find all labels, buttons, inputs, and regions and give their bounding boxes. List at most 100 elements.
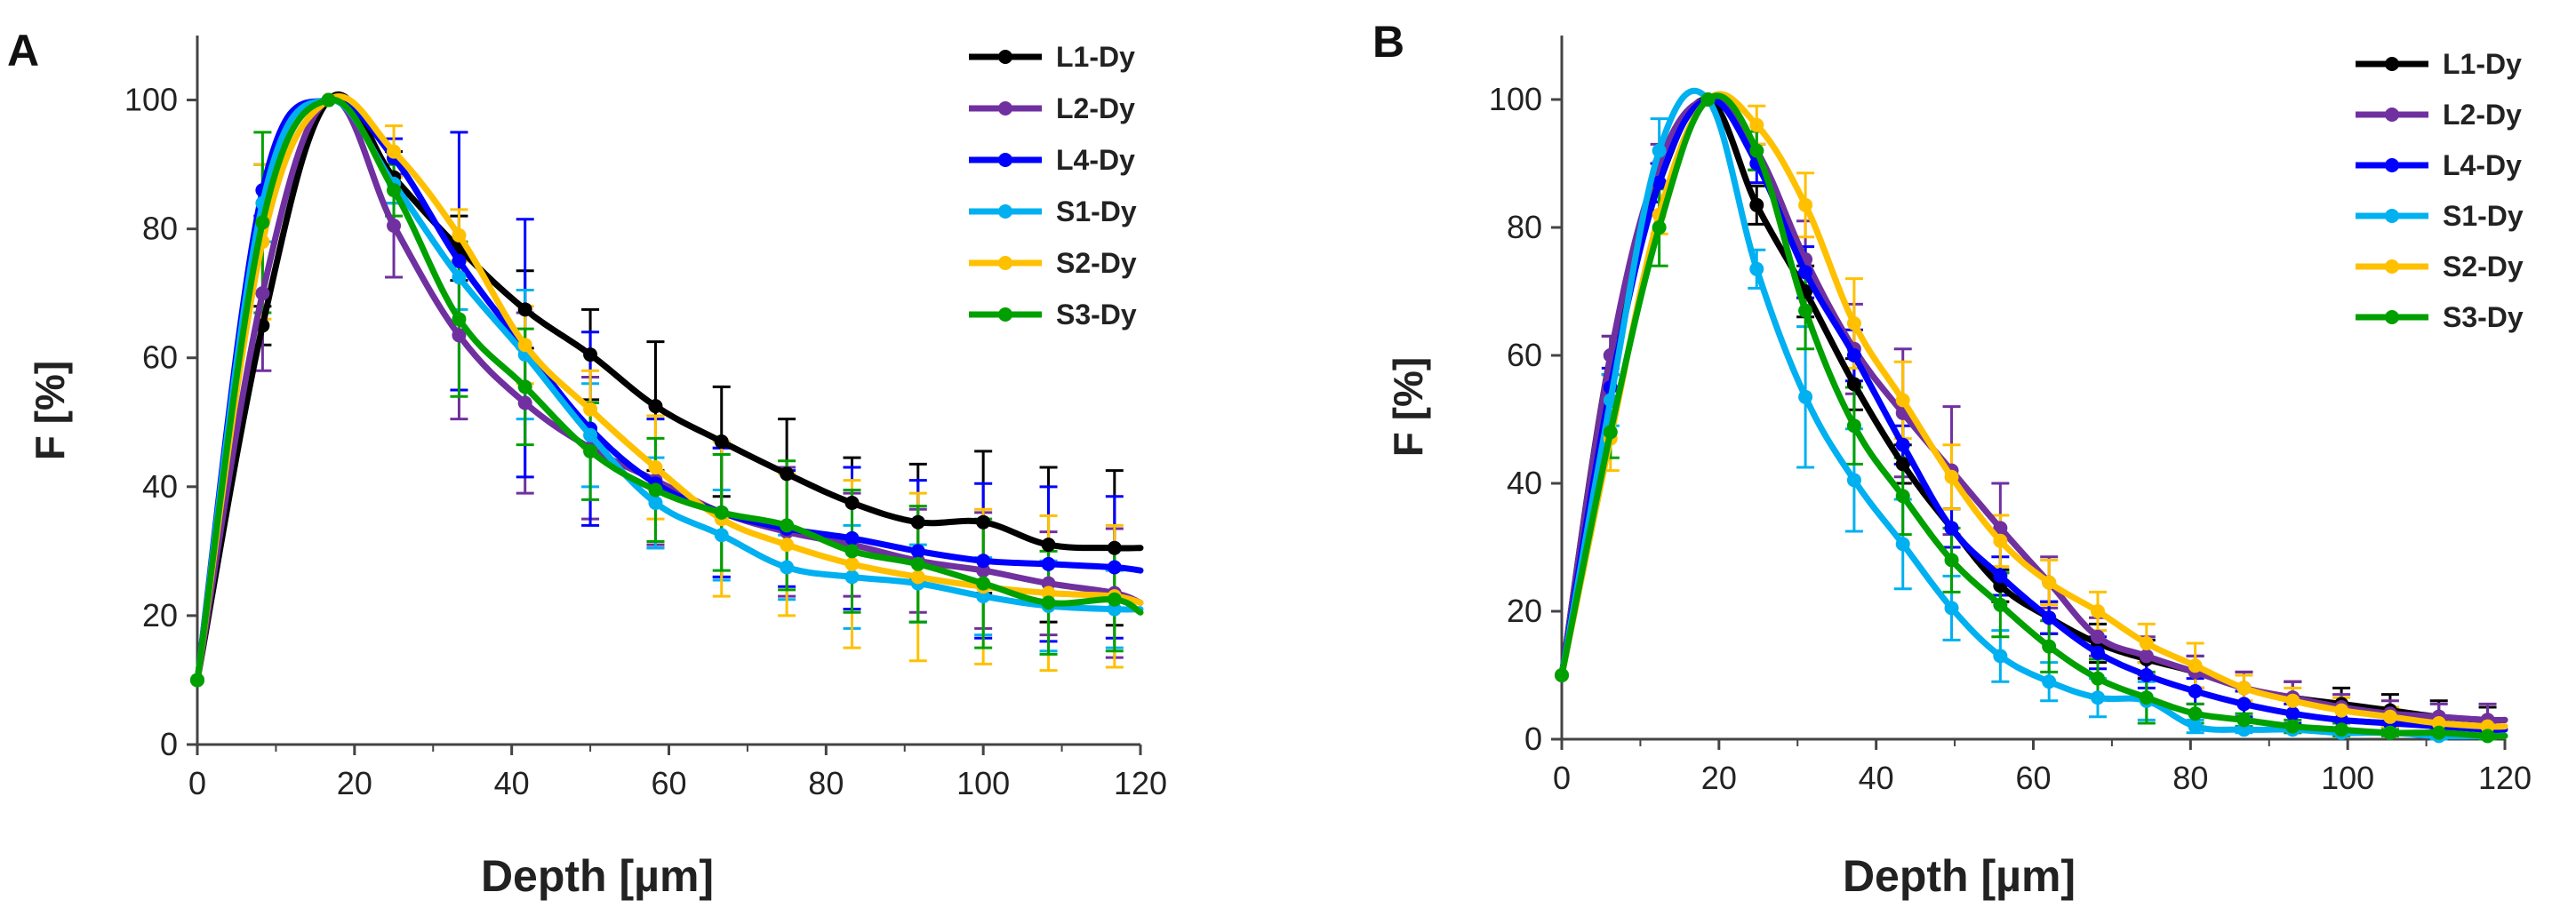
panel-a-y-tick-label: 40: [142, 468, 178, 505]
panel-a-s3-dy-point: [780, 518, 795, 533]
panel-b-y-tick-label: 20: [1507, 593, 1542, 629]
panel-b-l1-dy-line: [1558, 96, 2508, 724]
panel-a-s2-dy-point: [780, 538, 795, 553]
panel-a-x-tick-label: 100: [956, 765, 1010, 801]
panel-b-x-tick-label: 20: [1701, 760, 1737, 796]
panel-b-l4-dy-point: [1846, 348, 1861, 362]
panel-a-l1-dy-point: [780, 466, 795, 482]
panel-a-s2-dy-line: [194, 93, 1144, 683]
panel-b-s3-dy-line: [1558, 92, 2508, 740]
panel-b-s2-dy-point: [2236, 681, 2252, 696]
panel-a-s2-dy-point: [583, 402, 598, 417]
panel-a-x-tick-label: 60: [651, 765, 686, 801]
panel-b-s1-dy-line: [1558, 87, 2508, 740]
panel-a-s2-dy-point: [517, 338, 532, 353]
panel-b-y-tick-label: 60: [1507, 337, 1542, 373]
panel-b-s2-dy-point: [2091, 604, 2106, 618]
panel-b-legend-s3-dy-label: S3-Dy: [2443, 301, 2524, 333]
panel-a-x-tick-label: 20: [337, 765, 372, 801]
panel-b-s3-dy-point: [1700, 92, 1716, 107]
panel-b-s2-dy-point: [1846, 316, 1861, 331]
panel-a-x-tick-label: 80: [808, 765, 844, 801]
panel-b-l4-dy-point: [1798, 265, 1813, 280]
panel-b-label: B: [1372, 17, 1404, 67]
panel-b-l1-dy-point: [1846, 377, 1861, 392]
panel-a-l1-dy-point: [976, 514, 991, 530]
panel-a-s2-dy-point: [452, 227, 467, 243]
panel-a-l1-dy-point: [1041, 538, 1056, 553]
panel-b-s2-dy-point: [2334, 703, 2349, 718]
panel-a-l1-dy-point: [910, 514, 925, 530]
panel-a-s2-dy-point: [844, 556, 860, 571]
panel-a: A F [%] Depth [µm] 0 20 40 60 80 100 120 0 20 40 6…: [7, 26, 1167, 901]
panel-b-s3-dy-point: [2334, 722, 2349, 737]
panel-b-legend-s2-dy-label: S2-Dy: [2443, 251, 2524, 283]
panel-a-l4-dy-point: [1041, 556, 1056, 571]
panel-b-l4-dy-point: [2188, 684, 2203, 698]
panel-a-s2-dy-point: [910, 570, 925, 585]
panel-a-y-tick-label: 100: [124, 82, 178, 118]
panel-a-s1-dy-point: [452, 270, 467, 285]
panel-b-legend-l4-dy-marker: [2385, 158, 2399, 172]
panel-a-s3-dy-point: [1107, 592, 1122, 607]
panel-a-l2-dy-point: [452, 328, 467, 343]
panel-b-l2-dy-point: [2091, 629, 2106, 644]
panel-b-x-tick-label: 100: [2321, 760, 2374, 796]
panel-b-s2-dy-point: [2188, 658, 2203, 673]
panel-b-s3-dy-point: [2042, 639, 2057, 654]
panel-b-s3-dy-point: [1555, 668, 1569, 682]
panel-b-s2-dy-point: [2285, 693, 2300, 708]
panel-b-s3-dy-point: [1846, 418, 1861, 434]
panel-a-s1-dy-line: [194, 96, 1144, 683]
panel-b-y-tick-label: 100: [1489, 81, 1542, 117]
panel-b-s2-dy-point: [1944, 469, 1959, 484]
panel-a-l1-dy-point: [517, 302, 532, 317]
panel-a-x-tick-label: 120: [1114, 765, 1167, 801]
panel-b-s1-dy-point: [2042, 674, 2057, 689]
panel-a-s3-dy-point: [1041, 595, 1056, 610]
panel-b-s2-dy-point: [1798, 197, 1813, 212]
panel-b-x-tick-label: 80: [2172, 760, 2208, 796]
panel-b-legend-l2-dy-label: L2-Dy: [2443, 99, 2522, 131]
panel-b-s3-dy-point: [2188, 706, 2203, 721]
panel-a-s3-dy-point: [976, 576, 991, 591]
panel-b-legend-s1-dy-marker: [2385, 209, 2399, 223]
panel-b-s3-dy-point: [1749, 143, 1764, 158]
panel-b-s3-dy-point: [2236, 713, 2252, 728]
panel-a-s3-dy-point: [583, 443, 598, 458]
panel-a-s3-dy-point: [255, 215, 270, 230]
panel-a-l1-dy-point: [1107, 540, 1122, 555]
panel-b-s3-dy-point: [2431, 725, 2446, 740]
panel-a-legend-l1-dy-marker: [998, 50, 1012, 64]
panel-a-l1-dy-point: [583, 347, 598, 362]
panel-b-s3-dy-point: [2382, 725, 2397, 740]
panel-a-legend-s1-dy-label: S1-Dy: [1056, 195, 1137, 227]
panel-a-l1-dy-line: [194, 91, 1144, 683]
panel-a-legend-l2-dy-marker: [998, 101, 1012, 116]
panel-b-s1-dy-point: [1798, 389, 1813, 404]
panel-b-s3-dy-point: [1603, 425, 1618, 440]
panel-a-label: A: [7, 26, 39, 76]
panel-a-s3-dy-line: [194, 96, 1144, 683]
panel-b-s2-dy-point: [2042, 575, 2057, 590]
panel-a-l4-dy-point: [1107, 560, 1122, 575]
panel-b-legend: L1-Dy L2-Dy L4-Dy S1-Dy S2-Dy S3-Dy: [2356, 48, 2524, 333]
panel-a-s1-dy-point: [583, 427, 598, 442]
panel-a-l1-dy-point: [844, 495, 860, 510]
panel-b-y-tick-label: 80: [1507, 209, 1542, 245]
panel-b-s2-dy-point: [1749, 117, 1764, 132]
panel-a-l4-dy-point: [910, 544, 925, 559]
panel-a-x-tick-label: 0: [188, 765, 206, 801]
panel-a-x-tick-label: 40: [494, 765, 530, 801]
panel-a-s3-dy-point: [321, 92, 336, 108]
panel-b-s3-dy-point: [2091, 671, 2106, 686]
panel-b-x-tick-label: 120: [2478, 760, 2532, 796]
panel-b-s3-dy-point: [1798, 303, 1813, 318]
panel-a-s3-dy-point: [910, 556, 925, 571]
panel-b-s3-dy-point: [2139, 690, 2154, 705]
panel-b-s3-dy-point: [1895, 489, 1910, 504]
panel-a-s3-dy-point: [190, 673, 204, 688]
panel-b-l1-dy-point: [1749, 197, 1764, 212]
panel-b-l2-dy-point: [1993, 521, 2008, 536]
